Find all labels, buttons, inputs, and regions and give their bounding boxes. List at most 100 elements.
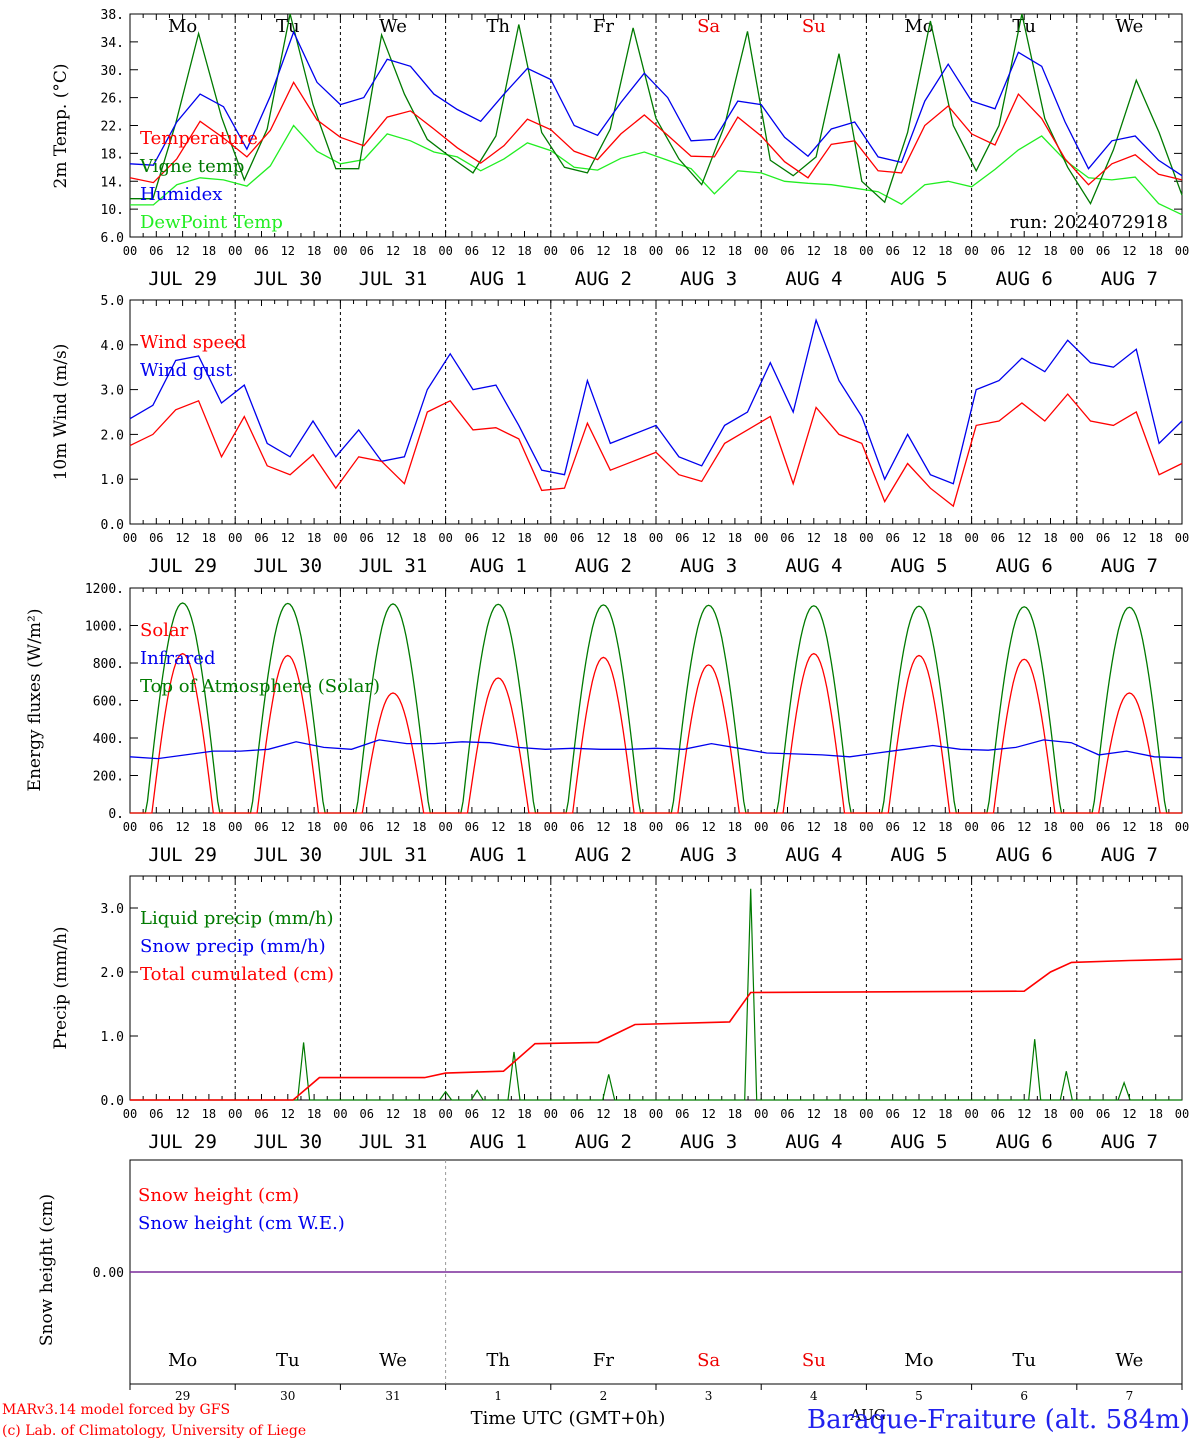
legend-solar: Solar [140, 620, 189, 641]
hour-label: 00 [333, 531, 347, 545]
hour-label: 06 [991, 531, 1005, 545]
day-number: 30 [280, 1389, 295, 1403]
ylabel-snow: Snow height (cm) [37, 1194, 57, 1346]
hour-label: 00 [438, 531, 452, 545]
hour-label: 00 [754, 1107, 768, 1121]
hour-label: 00 [754, 531, 768, 545]
hour-label: 00 [754, 244, 768, 258]
date-label: AUG 5 [890, 1131, 947, 1153]
hour-label: 00 [964, 820, 978, 834]
hour-label: 06 [149, 1107, 163, 1121]
date-label: AUG 7 [1101, 844, 1158, 866]
y-tick-label: 400. [93, 732, 124, 747]
legend-temperature: Temperature [140, 128, 258, 149]
date-label: JUL 29 [148, 555, 217, 577]
hour-label: 18 [412, 531, 426, 545]
hour-label: 00 [544, 820, 558, 834]
hour-label: 06 [254, 1107, 268, 1121]
hour-label: 12 [1122, 244, 1136, 258]
weekday-label: We [379, 1350, 407, 1371]
date-label: AUG 6 [996, 1131, 1053, 1153]
date-label: AUG 4 [785, 555, 842, 577]
hour-label: 06 [149, 244, 163, 258]
hour-label: 12 [281, 531, 295, 545]
date-label: AUG 5 [890, 555, 947, 577]
date-label: JUL 30 [253, 268, 322, 290]
day-number: 6 [1020, 1389, 1028, 1403]
series-dewpoint-line [130, 124, 1183, 216]
date-label: AUG 2 [575, 844, 632, 866]
y-tick-label: 30. [101, 64, 124, 79]
hour-label: 18 [622, 244, 636, 258]
weekday-label: Tu [1012, 1350, 1036, 1371]
hour-label: 12 [912, 531, 926, 545]
y-tick-label: 600. [93, 695, 124, 710]
hour-label: 00 [123, 244, 137, 258]
hour-label: 06 [254, 531, 268, 545]
hour-label: 12 [386, 244, 400, 258]
weekday-label: Mo [904, 16, 933, 37]
weekday-label: Fr [593, 16, 614, 37]
hour-label: 12 [1017, 531, 1031, 545]
day-number: 31 [385, 1389, 400, 1403]
date-label: AUG 1 [470, 555, 527, 577]
date-label: AUG 3 [680, 555, 737, 577]
legend-snow-precip: Snow precip (mm/h) [140, 936, 326, 957]
series-liquid-precip-line [130, 888, 1182, 1101]
legend-humidex: Humidex [140, 184, 222, 205]
date-label: AUG 6 [996, 555, 1053, 577]
hour-label: 00 [649, 820, 663, 834]
weekday-label: Mo [904, 1350, 933, 1371]
hour-label: 00 [1175, 531, 1189, 545]
y-tick-label: 22. [101, 120, 124, 135]
hour-label: 00 [123, 820, 137, 834]
hour-label: 06 [675, 820, 689, 834]
hour-label: 12 [701, 531, 715, 545]
hour-label: 00 [1070, 244, 1084, 258]
y-tick-label: 3.0 [101, 902, 124, 917]
hour-label: 18 [938, 531, 952, 545]
y-tick-label: 6.0 [101, 231, 124, 246]
y-tick-label: 0.0 [101, 518, 124, 533]
weekday-label: Mo [168, 1350, 197, 1371]
hour-label: 12 [175, 244, 189, 258]
hour-label: 00 [1070, 820, 1084, 834]
hour-label: 00 [1175, 244, 1189, 258]
date-label: JUL 30 [253, 555, 322, 577]
hour-label: 18 [202, 531, 216, 545]
legend-total-cumulated: Total cumulated (cm) [140, 964, 334, 985]
weekday-label: Th [486, 1350, 510, 1371]
hour-label: 18 [728, 820, 742, 834]
y-tick-label: 200. [93, 770, 124, 785]
hour-label: 00 [228, 531, 242, 545]
y-tick-label: 18. [101, 147, 124, 162]
hour-label: 12 [491, 244, 505, 258]
hour-label: 18 [517, 1107, 531, 1121]
hour-label: 06 [780, 531, 794, 545]
hour-label: 18 [307, 820, 321, 834]
hour-label: 06 [885, 531, 899, 545]
month-label: AUG [849, 1406, 885, 1424]
hour-label: 18 [833, 244, 847, 258]
y-tick-label: 2.0 [101, 966, 124, 981]
hour-label: 06 [780, 244, 794, 258]
hour-label: 18 [517, 244, 531, 258]
xlabel: Time UTC (GMT+0h) [471, 1408, 666, 1429]
hour-label: 06 [465, 531, 479, 545]
hour-label: 18 [1043, 244, 1057, 258]
hour-label: 12 [175, 1107, 189, 1121]
date-label: AUG 2 [575, 555, 632, 577]
hour-label: 18 [833, 531, 847, 545]
hour-label: 18 [622, 820, 636, 834]
hour-label: 18 [412, 820, 426, 834]
date-label: JUL 31 [359, 1131, 428, 1153]
series-wind-gust-line [129, 318, 1183, 485]
date-label: JUL 31 [359, 555, 428, 577]
hour-label: 18 [307, 244, 321, 258]
legend-dewpoint: DewPoint Temp [140, 212, 283, 233]
hour-label: 12 [1017, 244, 1031, 258]
hour-label: 00 [438, 244, 452, 258]
legend-snow-height: Snow height (cm) [138, 1185, 299, 1206]
hour-label: 06 [885, 244, 899, 258]
hour-label: 12 [175, 820, 189, 834]
